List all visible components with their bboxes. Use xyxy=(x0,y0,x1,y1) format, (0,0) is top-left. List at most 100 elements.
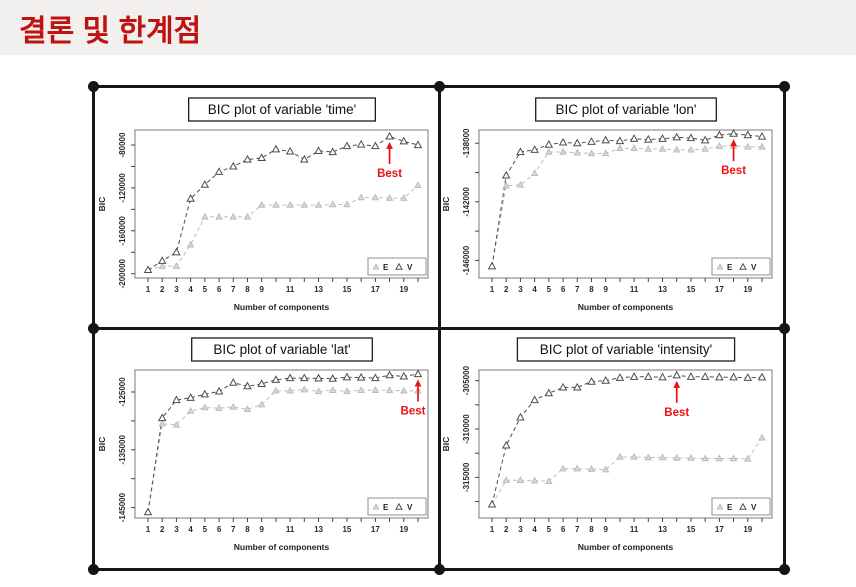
svg-text:V: V xyxy=(407,263,413,272)
svg-text:Best: Best xyxy=(721,165,746,177)
svg-text:E: E xyxy=(383,503,389,512)
svg-text:3: 3 xyxy=(174,285,179,294)
svg-text:8: 8 xyxy=(589,525,594,534)
svg-text:5: 5 xyxy=(547,525,552,534)
svg-text:8: 8 xyxy=(589,285,594,294)
svg-text:13: 13 xyxy=(658,525,667,534)
svg-text:V: V xyxy=(407,503,413,512)
page-title: 결론 및 한계점 xyxy=(19,14,202,48)
bic-plot-lon[interactable]: BIC plot of variable 'lon' -146000 -142000… xyxy=(439,88,783,328)
svg-text:-135000: -135000 xyxy=(118,435,127,465)
svg-text:11: 11 xyxy=(630,525,639,534)
svg-text:1: 1 xyxy=(146,285,151,294)
svg-text:Number of components: Number of components xyxy=(578,302,674,312)
svg-text:2: 2 xyxy=(504,285,509,294)
svg-text:11: 11 xyxy=(286,285,295,294)
svg-text:BIC plot of variable 'lat': BIC plot of variable 'lat' xyxy=(213,342,350,357)
svg-text:V: V xyxy=(751,263,757,272)
svg-text:BIC: BIC xyxy=(97,197,107,212)
svg-text:E: E xyxy=(727,503,733,512)
svg-text:1: 1 xyxy=(490,525,495,534)
svg-text:7: 7 xyxy=(231,285,236,294)
bic-chart-intensity: BIC plot of variable 'intensity' -315000 -… xyxy=(441,337,773,552)
svg-text:Best: Best xyxy=(377,168,402,180)
svg-text:17: 17 xyxy=(715,285,724,294)
selection-handle-top-right[interactable] xyxy=(779,81,790,92)
selection-handle-bottom-middle[interactable] xyxy=(433,564,445,575)
bic-chart-lat: BIC plot of variable 'lat' -145000 -135000… xyxy=(97,337,429,552)
svg-text:11: 11 xyxy=(286,525,295,534)
svg-text:BIC: BIC xyxy=(97,437,107,452)
svg-text:15: 15 xyxy=(686,525,695,534)
svg-text:2: 2 xyxy=(160,525,165,534)
svg-text:4: 4 xyxy=(532,285,537,294)
svg-text:17: 17 xyxy=(371,285,380,294)
svg-text:19: 19 xyxy=(743,285,752,294)
svg-text:5: 5 xyxy=(203,285,208,294)
svg-text:3: 3 xyxy=(518,525,523,534)
svg-text:13: 13 xyxy=(314,525,323,534)
svg-text:-125000: -125000 xyxy=(118,377,127,407)
selection-handle-middle-right[interactable] xyxy=(779,322,790,334)
svg-text:11: 11 xyxy=(630,285,639,294)
svg-text:17: 17 xyxy=(715,525,724,534)
svg-text:BIC plot of variable 'time': BIC plot of variable 'time' xyxy=(208,102,356,117)
svg-text:Best: Best xyxy=(401,406,426,418)
svg-text:E: E xyxy=(383,263,389,272)
bic-plot-time[interactable]: BIC plot of variable 'time' -200000 -16000… xyxy=(95,88,439,328)
svg-text:8: 8 xyxy=(245,525,250,534)
svg-text:-310000: -310000 xyxy=(462,414,471,444)
svg-text:19: 19 xyxy=(743,525,752,534)
svg-text:-315000: -315000 xyxy=(462,462,471,492)
svg-text:-200000: -200000 xyxy=(118,258,127,288)
svg-text:BIC: BIC xyxy=(441,197,451,212)
svg-text:17: 17 xyxy=(371,525,380,534)
svg-text:5: 5 xyxy=(203,525,208,534)
bic-plot-intensity[interactable]: BIC plot of variable 'intensity' -315000 -… xyxy=(439,328,783,568)
svg-text:2: 2 xyxy=(160,285,165,294)
svg-text:Best: Best xyxy=(664,407,689,419)
svg-text:5: 5 xyxy=(547,285,552,294)
svg-text:13: 13 xyxy=(658,285,667,294)
svg-text:Number of components: Number of components xyxy=(578,542,674,552)
svg-text:4: 4 xyxy=(188,525,193,534)
svg-text:V: V xyxy=(751,503,757,512)
svg-text:9: 9 xyxy=(603,525,608,534)
svg-text:9: 9 xyxy=(259,525,264,534)
selection-handle-middle-left[interactable] xyxy=(88,322,99,334)
svg-text:-146000: -146000 xyxy=(462,245,471,275)
svg-text:15: 15 xyxy=(342,285,351,294)
bic-plot-lat[interactable]: BIC plot of variable 'lat' -145000 -135000… xyxy=(95,328,439,568)
svg-text:BIC: BIC xyxy=(441,437,451,452)
svg-text:Number of components: Number of components xyxy=(234,542,330,552)
svg-text:6: 6 xyxy=(561,285,566,294)
svg-text:4: 4 xyxy=(188,285,193,294)
svg-text:7: 7 xyxy=(231,525,236,534)
svg-text:1: 1 xyxy=(146,525,151,534)
selection-handle-bottom-right[interactable] xyxy=(779,564,790,575)
svg-text:BIC plot of variable 'lon': BIC plot of variable 'lon' xyxy=(556,102,697,117)
svg-text:6: 6 xyxy=(217,285,222,294)
selection-handle-bottom-left[interactable] xyxy=(88,564,99,575)
svg-text:-80000: -80000 xyxy=(118,132,127,157)
svg-text:4: 4 xyxy=(532,525,537,534)
svg-text:-305000: -305000 xyxy=(462,365,471,395)
selection-handle-top-left[interactable] xyxy=(88,81,99,92)
svg-text:-145000: -145000 xyxy=(118,492,127,522)
svg-text:-138000: -138000 xyxy=(462,128,471,158)
svg-text:1: 1 xyxy=(490,285,495,294)
svg-text:8: 8 xyxy=(245,285,250,294)
svg-text:19: 19 xyxy=(399,285,408,294)
bic-chart-time: BIC plot of variable 'time' -200000 -16000… xyxy=(97,97,429,312)
svg-text:19: 19 xyxy=(399,525,408,534)
svg-text:BIC plot of variable 'intensit: BIC plot of variable 'intensity' xyxy=(540,342,713,357)
svg-text:3: 3 xyxy=(174,525,179,534)
svg-text:15: 15 xyxy=(686,285,695,294)
svg-text:7: 7 xyxy=(575,285,580,294)
svg-text:2: 2 xyxy=(504,525,509,534)
bic-chart-lon: BIC plot of variable 'lon' -146000 -142000… xyxy=(441,97,773,312)
svg-text:6: 6 xyxy=(561,525,566,534)
selection-handle-top-middle[interactable] xyxy=(433,81,445,92)
bic-figure-group[interactable]: BIC plot of variable 'time' -200000 -16000… xyxy=(88,81,790,575)
